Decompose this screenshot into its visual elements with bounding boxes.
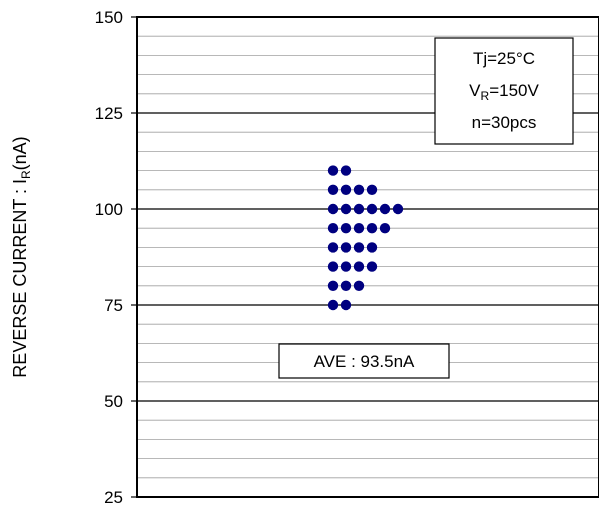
condition-voltage: VR=150V <box>469 81 539 103</box>
data-point <box>327 184 339 195</box>
data-point <box>353 203 365 215</box>
data-point <box>392 203 404 215</box>
y-axis-title-unit: (nA) <box>10 136 30 170</box>
data-point <box>366 203 378 215</box>
data-point <box>327 280 339 291</box>
data-point <box>327 242 339 253</box>
data-point <box>327 299 339 311</box>
data-point <box>366 261 378 272</box>
data-point <box>340 184 352 195</box>
data-points <box>327 165 404 311</box>
data-point <box>353 242 365 253</box>
data-point <box>340 280 352 291</box>
y-tick-label: 50 <box>104 392 123 411</box>
data-point <box>379 203 391 215</box>
conditions-box: Tj=25°C VR=150V n=30pcs <box>434 37 574 145</box>
data-point <box>366 242 378 253</box>
y-axis-ticks: 25 50 75 100 125 150 <box>95 8 137 507</box>
y-tick-label: 125 <box>95 104 123 123</box>
average-label: AVE : 93.5nA <box>314 352 415 371</box>
data-point <box>340 242 352 253</box>
data-point <box>379 223 391 234</box>
data-point <box>340 261 352 272</box>
condition-voltage-suffix: =150V <box>489 81 539 100</box>
y-tick-label: 150 <box>95 8 123 27</box>
y-axis-label: REVERSE CURRENT : IR(nA) <box>10 136 33 377</box>
condition-sample-count: n=30pcs <box>472 113 537 132</box>
data-point <box>340 165 352 176</box>
data-point <box>366 223 378 234</box>
data-point <box>340 203 352 215</box>
y-axis-title: REVERSE CURRENT : IR(nA) <box>10 136 33 377</box>
y-axis-title-sub: R <box>19 170 33 179</box>
y-tick-label: 100 <box>95 200 123 219</box>
condition-temperature: Tj=25°C <box>473 49 535 68</box>
data-point <box>327 261 339 272</box>
condition-voltage-prefix: V <box>469 81 481 100</box>
data-point <box>353 223 365 234</box>
plot-frame <box>136 16 599 498</box>
data-point <box>340 299 352 311</box>
data-point <box>340 223 352 234</box>
data-point <box>327 223 339 234</box>
data-point <box>353 261 365 272</box>
data-point <box>353 280 365 291</box>
data-point <box>366 184 378 195</box>
y-tick-label: 25 <box>104 488 123 507</box>
condition-voltage-sub: R <box>481 89 490 103</box>
data-point <box>327 165 339 176</box>
y-tick-label: 75 <box>104 296 123 315</box>
y-axis-title-main: REVERSE CURRENT : I <box>10 179 30 378</box>
data-point <box>353 184 365 195</box>
average-box: AVE : 93.5nA <box>278 343 450 379</box>
data-point <box>327 203 339 215</box>
